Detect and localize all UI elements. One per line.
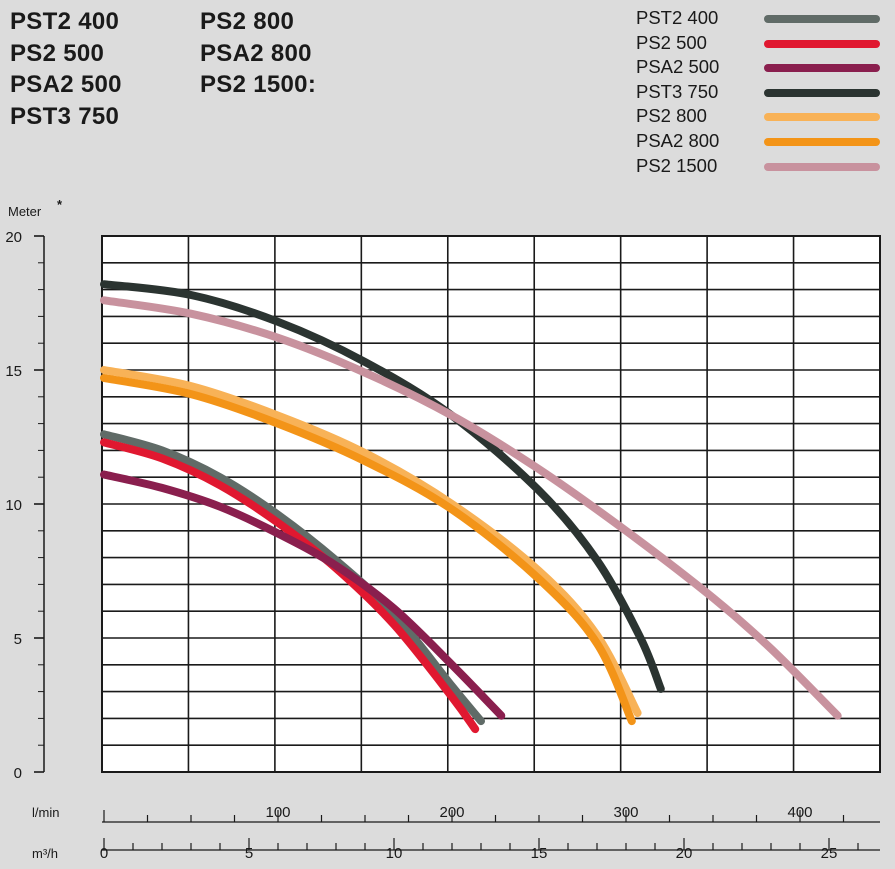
x-tick-label-m3h: 5 (245, 845, 253, 862)
legend-swatch (764, 162, 880, 171)
chart-axes (34, 235, 880, 851)
x-tick-label-m3h: 20 (676, 845, 693, 862)
y-axis-label-asterisk: * (57, 197, 63, 212)
chart-legend: PST2 400 PS2 500 PSA2 500 PST3 750 PS2 8… (636, 6, 891, 178)
legend-item: PST2 400 (636, 6, 891, 31)
series-line (100, 374, 636, 726)
x-axis-m3h-unit: m³/h (32, 846, 58, 861)
legend-label: PST2 400 (636, 7, 719, 28)
model-name: PSA2 500 (10, 71, 122, 98)
y-tick-label: 15 (5, 363, 22, 380)
x-tick-label-lmin: 300 (613, 804, 638, 821)
legend-item: PSA2 500 (636, 55, 891, 80)
x-tick-label-lmin: 100 (265, 804, 290, 821)
x-tick-label-m3h: 0 (100, 845, 108, 862)
legend-swatch (764, 64, 880, 73)
y-tick-label: 10 (5, 497, 22, 514)
y-tick-label: 0 (14, 765, 22, 782)
series-line (100, 470, 506, 720)
x-tick-label-lmin: 200 (439, 804, 464, 821)
model-name: PS2 500 (10, 39, 105, 67)
legend-label: PS2 800 (636, 105, 707, 127)
model-name: PST2 400 (10, 8, 120, 35)
legend-item: PST3 750 (636, 80, 891, 105)
legend-swatch (764, 15, 880, 23)
model-list-column-2: PS2 800 PSA2 800 PS2 1500: (200, 6, 316, 101)
x-tick-label-m3h: 25 (821, 845, 838, 862)
y-tick-label: 5 (14, 631, 22, 648)
chart-labels: 0 5 10 15 20 Meter * l/min m³/h 100 200 300 400 0 5 10 1… (5, 197, 837, 862)
y-axis-label: Meter (8, 204, 42, 219)
x-tick-label-lmin: 400 (787, 804, 812, 821)
model-name: PS2 800 (200, 8, 295, 35)
legend-label: PS2 1500 (636, 154, 718, 176)
x-tick-label-m3h: 10 (386, 845, 403, 862)
x-tick-label-m3h: 15 (531, 845, 548, 862)
legend-label: PST3 750 (636, 80, 719, 102)
series-line (100, 430, 485, 726)
series-line (100, 296, 842, 720)
legend-swatch (764, 137, 880, 146)
legend-swatch (764, 113, 880, 122)
model-name: PST3 750 (10, 102, 120, 130)
legend-label: PS2 500 (636, 31, 707, 53)
model-list: PST2 400 PS2 500 PSA2 500 PST3 750 PS2 8… (8, 6, 408, 136)
chart-series (100, 280, 842, 734)
x-axis-lmin-unit: l/min (32, 805, 59, 820)
legend-item: PS2 1500 (636, 154, 891, 179)
legend-swatch (764, 88, 880, 97)
legend-item: PS2 500 (636, 31, 891, 56)
legend-label: PSA2 500 (636, 56, 720, 78)
legend-swatch (764, 39, 880, 48)
model-name: PS2 1500: (200, 71, 317, 98)
legend-label: PSA2 800 (636, 129, 720, 151)
model-name: PSA2 800 (200, 39, 312, 67)
legend-item: PSA2 800 (636, 129, 891, 154)
chart-grid (101, 235, 881, 773)
y-tick-label: 20 (5, 229, 22, 246)
model-list-column-1: PST2 400 PS2 500 PSA2 500 PST3 750 (10, 6, 122, 132)
legend-item: PS2 800 (636, 104, 891, 129)
series-line (100, 366, 642, 717)
